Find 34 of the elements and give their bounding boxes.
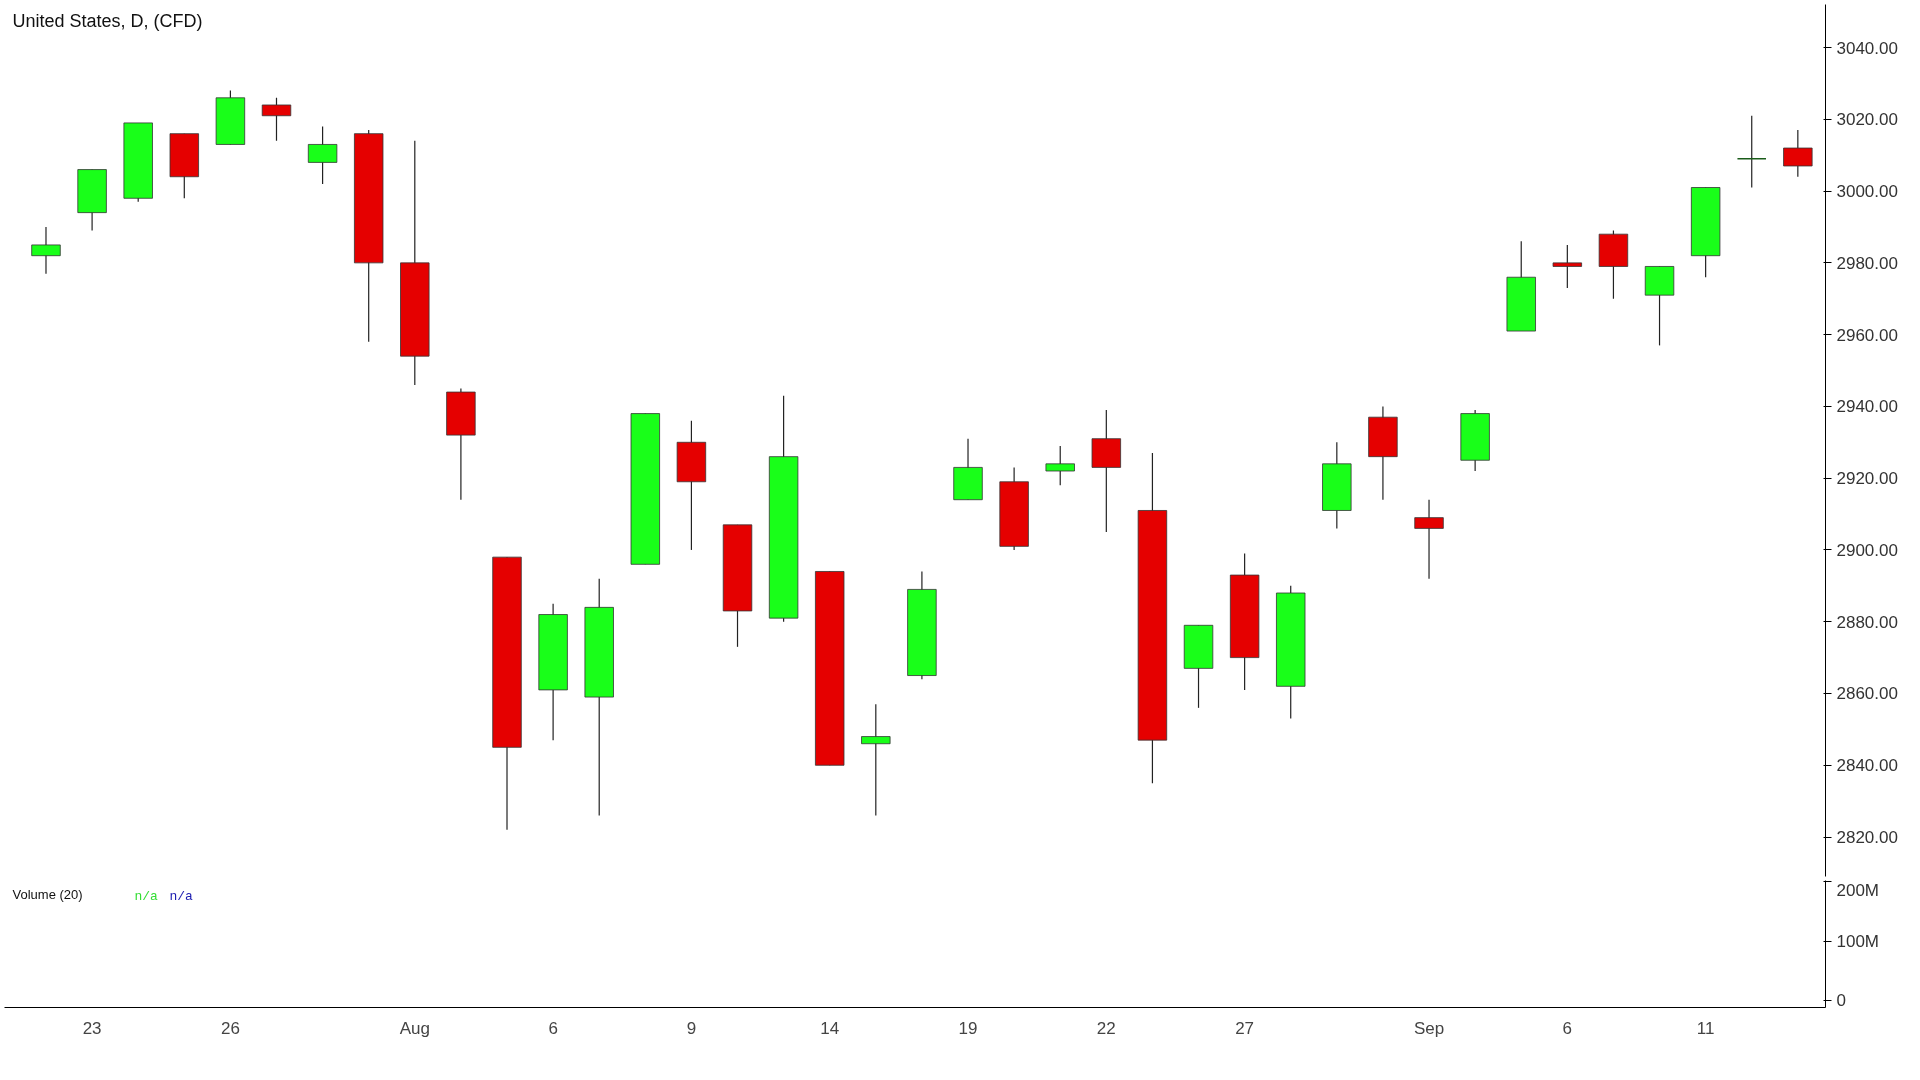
x-tick-label: 6 <box>1562 1018 1573 1038</box>
y-tick-label: 2940.00 <box>1836 397 1898 417</box>
x-tick-label: 23 <box>82 1018 102 1038</box>
x-tick-label: 19 <box>958 1018 978 1038</box>
annotation: n/a <box>134 888 159 904</box>
y-tick-label: 2920.00 <box>1836 469 1898 489</box>
x-tick-label: Sep <box>1413 1018 1445 1038</box>
x-tick-label: 22 <box>1096 1018 1116 1038</box>
y-tick-label: 0 <box>1836 990 1846 1010</box>
candlestick <box>1552 244 1583 289</box>
chart-title: United States, D, (CFD) <box>12 10 203 31</box>
y-tick-label: 200M <box>1836 880 1880 900</box>
y-tick-label: 2900.00 <box>1836 540 1898 560</box>
x-tick-label: 27 <box>1235 1018 1255 1038</box>
y-tick-label: 3000.00 <box>1836 182 1898 202</box>
x-tick-label: 11 <box>1696 1018 1715 1038</box>
x-tick-label: 9 <box>686 1018 697 1038</box>
x-tick-label: Aug <box>399 1018 430 1038</box>
y-tick-label: 2880.00 <box>1836 612 1898 632</box>
candlestick <box>1736 115 1767 189</box>
y-tick-label: 3040.00 <box>1836 38 1898 58</box>
y-tick-label: 2960.00 <box>1836 325 1898 345</box>
y-tick-label: 2860.00 <box>1836 684 1898 704</box>
annotation: n/a <box>169 888 194 904</box>
y-tick-label: 2980.00 <box>1836 253 1898 273</box>
x-tick-label: 26 <box>220 1018 240 1038</box>
y-tick-label: 2820.00 <box>1836 828 1898 848</box>
y-tick-label: 3020.00 <box>1836 110 1898 130</box>
y-tick-label: 100M <box>1836 931 1880 951</box>
y-tick-label: 2840.00 <box>1836 756 1898 776</box>
x-tick-label: 14 <box>820 1018 840 1038</box>
candlestick <box>861 703 891 817</box>
x-tick-label: 6 <box>548 1018 558 1038</box>
chart-title: Volume (20) <box>12 886 83 902</box>
